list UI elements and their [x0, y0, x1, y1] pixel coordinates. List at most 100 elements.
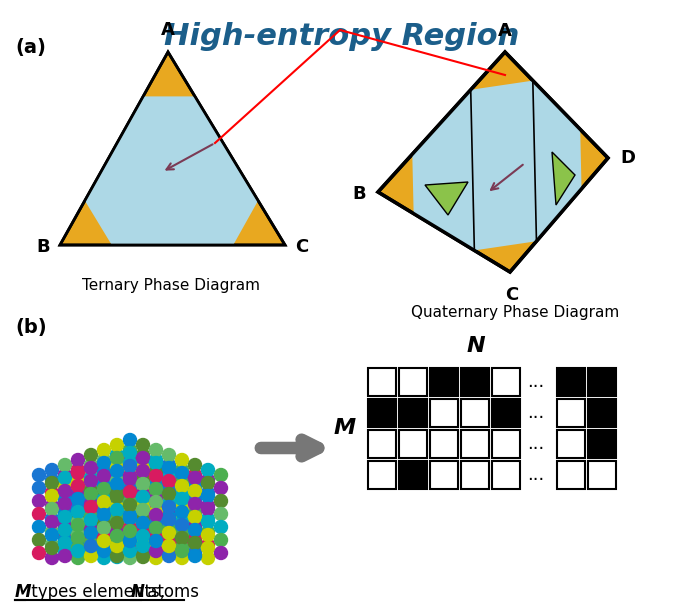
Circle shape: [45, 502, 58, 516]
Circle shape: [149, 535, 162, 547]
Circle shape: [84, 489, 97, 502]
Circle shape: [136, 469, 149, 481]
Circle shape: [175, 516, 188, 529]
Circle shape: [97, 519, 110, 533]
Circle shape: [71, 538, 84, 552]
Circle shape: [123, 480, 136, 492]
Circle shape: [162, 500, 175, 513]
Circle shape: [123, 532, 136, 544]
Circle shape: [175, 497, 188, 510]
Circle shape: [123, 510, 136, 522]
Circle shape: [45, 516, 58, 529]
Circle shape: [175, 552, 188, 565]
Bar: [399, 430, 427, 458]
Circle shape: [45, 513, 58, 525]
Circle shape: [110, 494, 123, 508]
Circle shape: [136, 489, 149, 502]
Circle shape: [58, 536, 71, 549]
Bar: [461, 399, 489, 427]
Circle shape: [136, 540, 149, 552]
Circle shape: [136, 546, 149, 560]
Circle shape: [97, 519, 110, 532]
Circle shape: [84, 481, 97, 494]
Circle shape: [162, 524, 175, 536]
Text: M: M: [15, 583, 32, 601]
Circle shape: [123, 467, 136, 480]
Circle shape: [175, 535, 188, 549]
Circle shape: [188, 544, 201, 557]
Circle shape: [175, 474, 188, 486]
Circle shape: [188, 469, 201, 481]
Circle shape: [97, 500, 110, 513]
Circle shape: [97, 496, 110, 508]
Circle shape: [71, 483, 84, 497]
Circle shape: [110, 530, 123, 543]
Circle shape: [45, 464, 58, 477]
Circle shape: [58, 485, 71, 497]
Circle shape: [123, 508, 136, 522]
Circle shape: [97, 535, 110, 549]
Circle shape: [97, 544, 110, 557]
Circle shape: [149, 507, 162, 519]
Circle shape: [136, 478, 149, 491]
Circle shape: [110, 524, 123, 538]
Circle shape: [110, 508, 123, 521]
Circle shape: [110, 458, 123, 472]
Circle shape: [201, 552, 214, 565]
Circle shape: [84, 533, 97, 546]
Circle shape: [136, 538, 149, 551]
Circle shape: [175, 500, 188, 513]
Circle shape: [110, 489, 123, 502]
Polygon shape: [378, 52, 608, 272]
Circle shape: [84, 511, 97, 524]
Circle shape: [136, 530, 149, 544]
Circle shape: [123, 483, 136, 497]
Circle shape: [110, 514, 123, 527]
Circle shape: [201, 474, 214, 486]
Bar: [588, 399, 616, 427]
Circle shape: [175, 483, 188, 497]
Circle shape: [97, 529, 110, 541]
Text: A: A: [161, 21, 175, 39]
Circle shape: [84, 527, 97, 540]
Circle shape: [110, 481, 123, 494]
Circle shape: [123, 497, 136, 510]
Circle shape: [175, 477, 188, 489]
Circle shape: [123, 516, 136, 529]
Circle shape: [71, 535, 84, 549]
Circle shape: [188, 511, 201, 524]
Circle shape: [162, 540, 175, 552]
Circle shape: [123, 447, 136, 459]
Circle shape: [97, 552, 110, 565]
Circle shape: [201, 538, 214, 552]
Circle shape: [84, 500, 97, 513]
Circle shape: [97, 474, 110, 486]
Circle shape: [136, 524, 149, 536]
Circle shape: [71, 516, 84, 529]
Circle shape: [162, 475, 175, 488]
Circle shape: [136, 500, 149, 513]
Bar: [461, 461, 489, 489]
Circle shape: [136, 508, 149, 521]
Circle shape: [84, 521, 97, 533]
Bar: [557, 461, 585, 489]
Circle shape: [136, 439, 149, 452]
Circle shape: [149, 477, 162, 489]
Circle shape: [136, 551, 149, 563]
Text: N: N: [131, 583, 145, 601]
Bar: [461, 368, 489, 396]
Circle shape: [214, 521, 227, 533]
Circle shape: [188, 549, 201, 563]
Circle shape: [45, 477, 58, 489]
Circle shape: [110, 511, 123, 524]
Circle shape: [123, 543, 136, 555]
Bar: [557, 430, 585, 458]
Circle shape: [110, 524, 123, 536]
Circle shape: [32, 481, 45, 494]
Circle shape: [71, 552, 84, 565]
Circle shape: [136, 494, 149, 508]
Circle shape: [175, 538, 188, 552]
Circle shape: [136, 536, 149, 549]
Circle shape: [84, 513, 97, 527]
Circle shape: [110, 499, 123, 511]
